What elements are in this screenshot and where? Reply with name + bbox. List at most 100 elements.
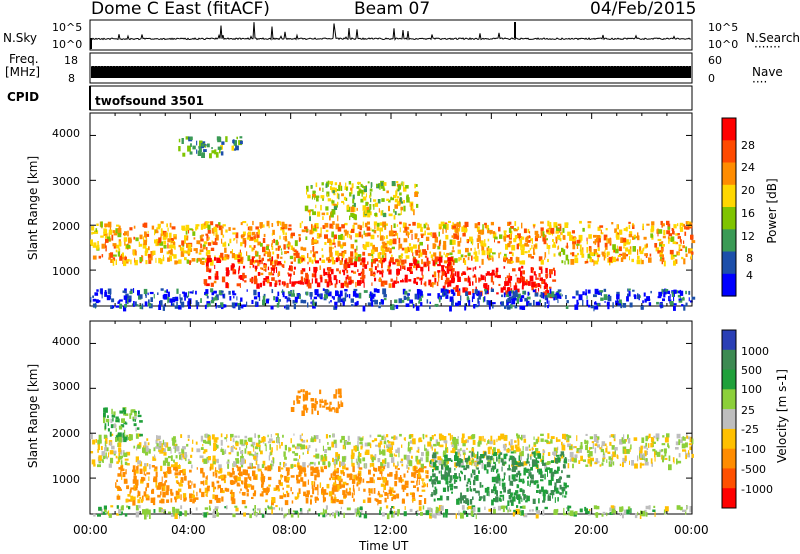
power-cell xyxy=(281,226,285,230)
power-cell xyxy=(487,238,490,242)
freq-tick-top: 18 xyxy=(64,54,78,67)
power-cell xyxy=(197,257,201,262)
power-cell xyxy=(396,224,399,227)
velocity-cell xyxy=(673,460,675,464)
velocity-cell xyxy=(373,466,375,471)
velocity-cell xyxy=(278,479,281,485)
power-cell xyxy=(90,239,93,245)
power-cell xyxy=(533,252,536,255)
power-cell xyxy=(195,248,198,254)
power-cell xyxy=(381,269,384,273)
velocity-cell xyxy=(168,468,170,472)
velocity-cell xyxy=(525,461,530,464)
velocity-cell xyxy=(247,466,251,469)
velocity-cell xyxy=(562,464,566,468)
velocity-cell xyxy=(102,511,106,515)
power-cell xyxy=(668,233,673,237)
velocity-cell xyxy=(353,489,355,496)
velocity-cell xyxy=(425,474,429,479)
velocity-cell xyxy=(111,445,115,450)
power-cell xyxy=(157,292,159,295)
velocity-cell xyxy=(148,448,151,454)
power-cell xyxy=(416,289,420,295)
nsearch-dots: ······· xyxy=(754,40,781,54)
velocity-cell xyxy=(412,466,417,470)
velocity-cell xyxy=(279,495,284,499)
power-cell xyxy=(659,259,664,262)
power-cell xyxy=(488,302,491,308)
power-cell xyxy=(207,224,211,230)
velocity-cell xyxy=(150,497,154,503)
power-cell xyxy=(324,242,327,245)
power-cell xyxy=(403,187,407,192)
power-cell xyxy=(565,305,569,309)
velocity-cell xyxy=(275,433,278,436)
velocity-cell xyxy=(587,453,590,457)
power-cell xyxy=(548,248,550,255)
power-cell xyxy=(484,296,486,302)
velocity-cell xyxy=(400,475,402,481)
power-cell xyxy=(117,232,122,238)
power-cell xyxy=(690,248,693,251)
velocity-cell xyxy=(184,510,187,517)
power-cell xyxy=(253,245,256,249)
velocity-cell xyxy=(368,493,371,496)
power-cell xyxy=(461,272,463,276)
power-cell xyxy=(678,252,680,255)
power-cell xyxy=(376,225,380,231)
velocity-cell xyxy=(596,444,600,448)
velocity-cell xyxy=(676,458,678,465)
power-cell xyxy=(215,152,219,158)
power-cell xyxy=(117,251,121,257)
power-cell xyxy=(406,267,410,271)
power-cell xyxy=(362,278,365,284)
velocity-cell xyxy=(203,449,208,453)
power-cell xyxy=(445,223,449,229)
power-cell xyxy=(433,252,437,257)
power-cell xyxy=(457,300,461,306)
power-cell xyxy=(533,271,536,276)
power-cell xyxy=(390,248,392,253)
power-cell xyxy=(515,294,519,297)
power-cell xyxy=(482,224,484,230)
power-cell xyxy=(192,290,194,293)
power-cell xyxy=(478,249,480,255)
power-cell xyxy=(690,253,692,259)
power-cell xyxy=(528,253,532,258)
velocity-cell xyxy=(217,497,221,503)
velocity-cell xyxy=(383,434,385,438)
power-cell xyxy=(274,283,277,287)
power-cell xyxy=(688,290,691,295)
power-cell xyxy=(540,259,544,265)
power-cell xyxy=(343,196,346,201)
velocity-cell xyxy=(379,469,383,475)
power-cell xyxy=(372,244,375,250)
velocity-cell xyxy=(386,513,390,520)
power-cell xyxy=(251,299,254,304)
power-cell xyxy=(673,260,676,266)
power-cell xyxy=(489,273,494,276)
power-cell xyxy=(300,246,303,251)
velocity-cell xyxy=(313,455,316,458)
power-cell xyxy=(581,253,585,258)
velocity-cell xyxy=(612,451,616,458)
power-cell xyxy=(308,279,310,285)
power-cell xyxy=(553,241,556,245)
velocity-cell xyxy=(294,496,299,500)
velocity-cell xyxy=(474,454,477,459)
power-cell xyxy=(595,252,599,255)
power-cell xyxy=(92,255,97,260)
velocity-cell xyxy=(341,484,345,488)
power-cell xyxy=(212,297,215,301)
power-cell xyxy=(239,300,241,305)
velocity-cell xyxy=(327,461,331,468)
power-cell xyxy=(181,225,186,231)
velocity-cell xyxy=(321,398,323,402)
power-cell xyxy=(642,300,644,304)
power-cell xyxy=(417,244,420,250)
velocity-cell xyxy=(341,435,345,441)
power-ytick: 3000 xyxy=(52,175,80,188)
velocity-cell xyxy=(395,449,399,454)
power-cell xyxy=(369,188,373,192)
velocity-cell xyxy=(233,475,236,479)
